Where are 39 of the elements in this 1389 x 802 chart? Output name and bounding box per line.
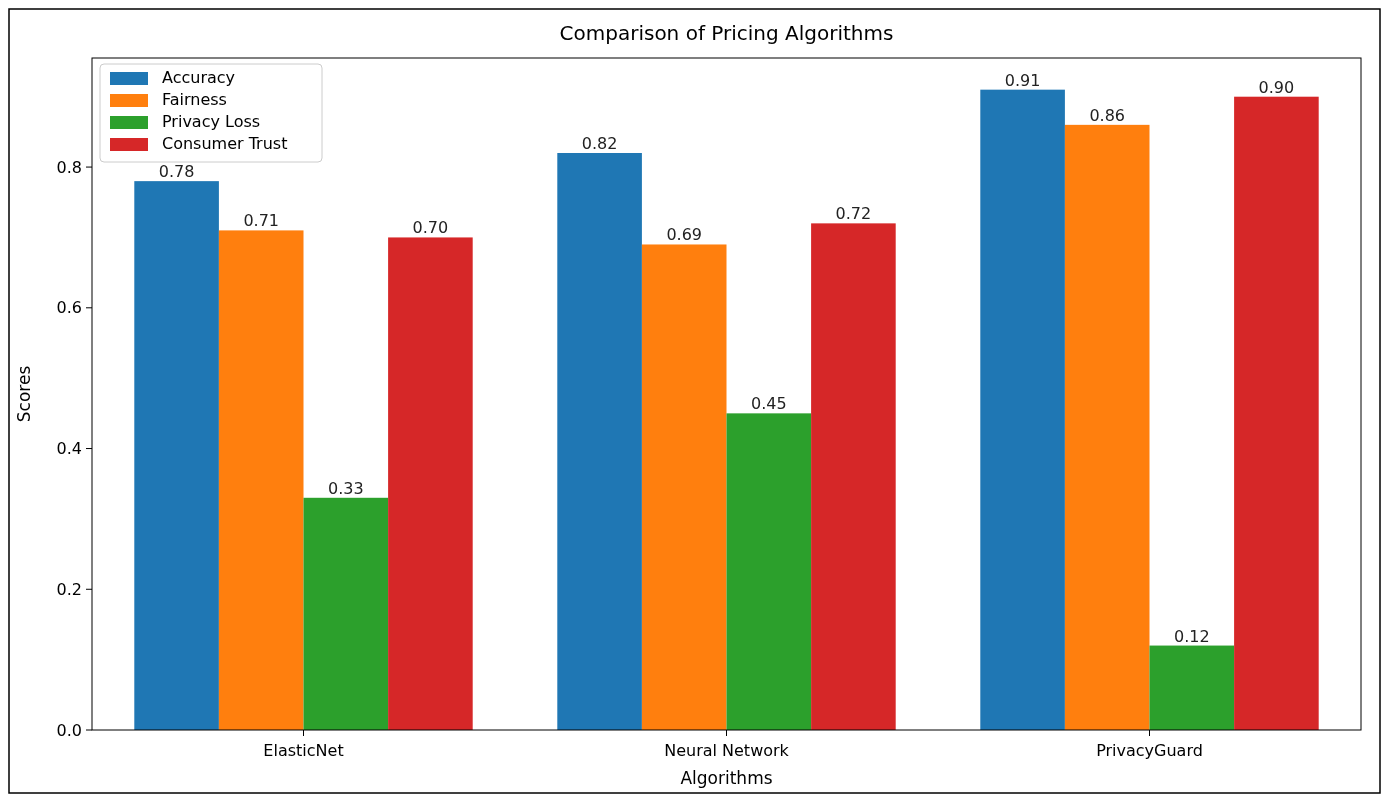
data-label: 0.71: [243, 211, 280, 231]
data-label: 0.90: [1258, 77, 1295, 97]
data-label: 0.70: [412, 218, 449, 238]
data-label: 0.78: [158, 162, 195, 182]
data-label: 0.91: [1004, 70, 1041, 90]
y-tick-label: 0.4: [56, 439, 82, 459]
data-label: 0.72: [835, 204, 872, 224]
bar: [303, 497, 389, 730]
bar: [134, 181, 219, 730]
bar: [980, 89, 1065, 730]
y-tick-label: 0.6: [56, 298, 82, 318]
bar: [1234, 96, 1319, 730]
bar: [1149, 645, 1235, 730]
x-tick-label: PrivacyGuard: [1096, 741, 1203, 760]
bar: [218, 230, 304, 730]
bar: [641, 244, 727, 730]
data-label: 0.33: [327, 478, 364, 498]
chart-title: Comparison of Pricing Algorithms: [559, 21, 894, 45]
legend-label: Fairness: [162, 90, 227, 109]
x-tick-label: Neural Network: [664, 741, 790, 760]
bar: [557, 152, 642, 730]
data-label: 0.12: [1173, 626, 1210, 646]
bar: [726, 413, 812, 730]
data-label: 0.45: [750, 394, 787, 414]
y-tick-label: 0.2: [56, 579, 82, 599]
y-tick-label: 0.8: [56, 157, 82, 177]
bar: [1064, 124, 1150, 730]
legend-label: Consumer Trust: [162, 134, 288, 153]
y-tick-label: 0.0: [56, 720, 82, 740]
bar: [388, 237, 473, 730]
y-axis-title: Scores: [14, 365, 34, 423]
legend-label: Privacy Loss: [162, 112, 261, 131]
data-label: 0.82: [581, 133, 618, 153]
data-label: 0.69: [666, 225, 703, 245]
bar: [811, 223, 896, 730]
x-axis-title: Algorithms: [680, 768, 773, 788]
data-label: 0.86: [1089, 105, 1126, 125]
legend-label: Accuracy: [162, 68, 236, 87]
x-tick-label: ElasticNet: [263, 741, 344, 760]
